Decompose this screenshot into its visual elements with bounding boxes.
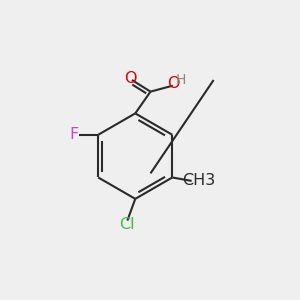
- Text: H: H: [176, 73, 186, 87]
- Text: Cl: Cl: [120, 217, 135, 232]
- Text: O: O: [167, 76, 180, 91]
- Text: CH3: CH3: [182, 173, 216, 188]
- Text: F: F: [70, 127, 79, 142]
- Text: O: O: [124, 71, 136, 86]
